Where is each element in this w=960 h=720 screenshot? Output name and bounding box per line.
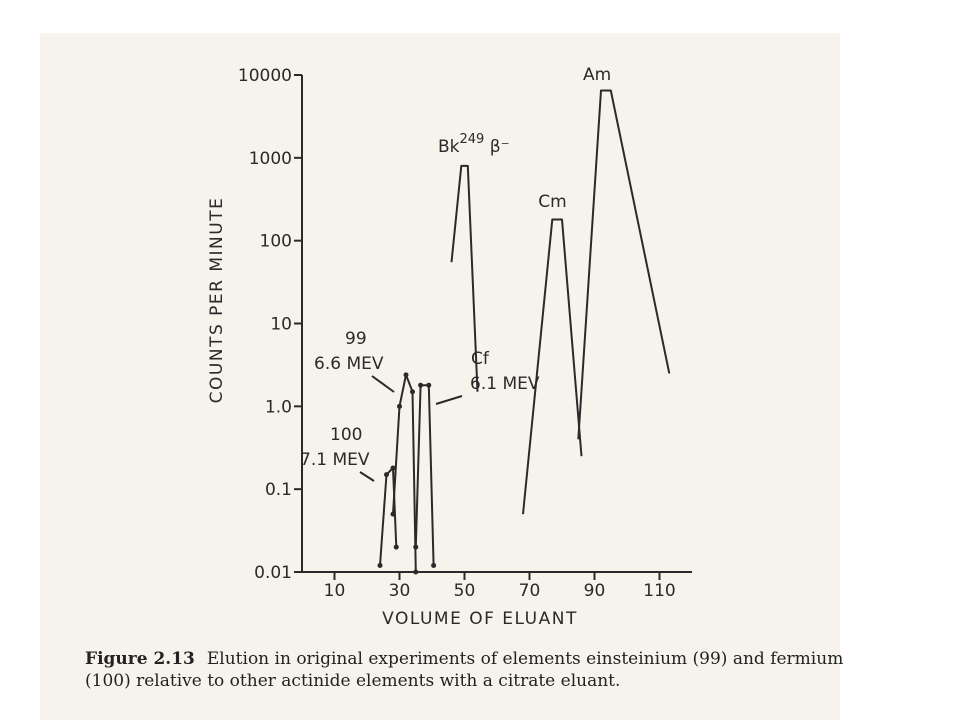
arrow-cf [435, 395, 463, 405]
x-ticks-group: 10 30 50 70 90 110 [324, 572, 676, 601]
y-tick-label: 1000 [249, 149, 292, 169]
data-point [393, 544, 399, 550]
data-point [410, 389, 415, 395]
data-point [397, 403, 402, 409]
peak-energy-cf: 6.1 MEV [470, 374, 540, 394]
x-tick-label: 30 [389, 581, 411, 601]
data-point [418, 382, 424, 388]
peak-label-cf: Cf [471, 349, 490, 369]
y-tick-label: 0.01 [254, 563, 292, 583]
peak-label-100: 100 [330, 425, 362, 445]
arrow-100 [359, 471, 375, 482]
peak-label-am: Am [583, 65, 611, 85]
series-line-cm [522, 218, 583, 515]
y-tick-label: 1.0 [265, 397, 292, 417]
peak-label-99: 99 [345, 329, 367, 349]
figure-caption: Figure 2.13 Elution in original experimen… [85, 648, 845, 692]
peak-labels-group: Am Cm Bk249 β⁻ 99 6.6 MEV Cf 6.1 MEV 100 7.1 MEV [300, 65, 611, 482]
y-axis-label: COUNTS PER MINUTE [207, 197, 227, 404]
data-point [426, 382, 432, 388]
peak-energy-99: 6.6 MEV [314, 354, 384, 374]
y-tick-label: 100 [260, 232, 292, 252]
peak-energy-100: 7.1 MEV [300, 450, 370, 470]
series-line-bk [450, 164, 479, 392]
series-group [377, 89, 671, 575]
series-line-100 [379, 467, 398, 566]
y-ticks-group: 10000 1000 100 10 1.0 0.1 0.01 [238, 66, 302, 583]
data-point [413, 569, 419, 575]
data-point [403, 372, 409, 378]
series-line-am [577, 89, 671, 440]
data-point [390, 465, 396, 471]
peak-label-bk: Bk249 β⁻ [438, 132, 510, 157]
series-line-cf [414, 384, 435, 566]
y-tick-label: 0.1 [265, 480, 292, 500]
x-tick-label: 70 [519, 581, 541, 601]
data-point [377, 562, 383, 568]
y-tick-label: 10 [270, 315, 292, 335]
x-tick-label: 110 [643, 581, 675, 601]
caption-text: Elution in original experiments of eleme… [85, 649, 844, 691]
arrow-99 [371, 375, 395, 393]
peak-label-cm: Cm [538, 192, 566, 212]
x-axis-label: VOLUME OF ELUANT [382, 609, 578, 629]
data-point [431, 562, 437, 568]
x-tick-label: 50 [454, 581, 476, 601]
x-tick-label: 90 [584, 581, 606, 601]
data-point [384, 472, 389, 478]
scanned-page [40, 33, 840, 720]
y-tick-label: 10000 [238, 66, 292, 86]
figure-number: Figure 2.13 [85, 649, 195, 669]
x-tick-label: 10 [324, 581, 346, 601]
